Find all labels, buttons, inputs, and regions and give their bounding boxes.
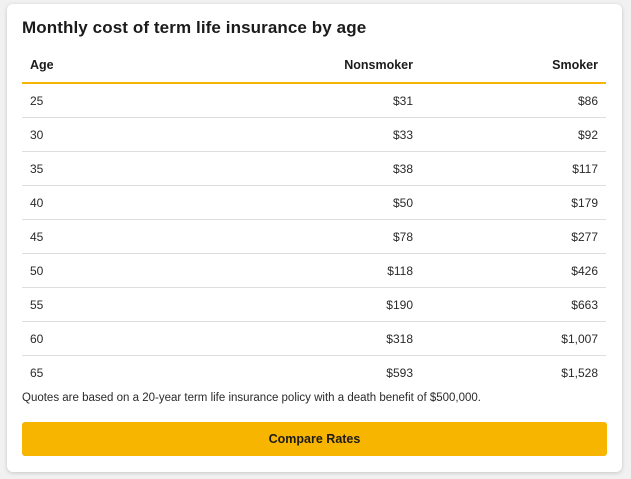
card-title: Monthly cost of term life insurance by a…: [22, 18, 367, 37]
column-header-smoker: Smoker: [413, 49, 606, 84]
rates-table: Age Nonsmoker Smoker 25 $31 $86 30 $33 $…: [22, 49, 606, 389]
smoker-cell: $179: [413, 185, 606, 220]
table-row: 65 $593 $1,528: [22, 356, 606, 390]
nonsmoker-cell: $118: [210, 253, 413, 288]
table-header: Age Nonsmoker Smoker: [22, 49, 606, 84]
column-header-age: Age: [22, 49, 210, 84]
nonsmoker-cell: $318: [210, 321, 413, 356]
nonsmoker-cell: $190: [210, 287, 413, 322]
smoker-cell: $663: [413, 287, 606, 322]
age-cell: 35: [22, 151, 210, 186]
smoker-cell: $1,007: [413, 321, 606, 356]
age-cell: 55: [22, 287, 210, 322]
nonsmoker-cell: $38: [210, 151, 413, 186]
nonsmoker-cell: $593: [386, 365, 413, 380]
nonsmoker-cell: $50: [210, 185, 413, 220]
table-row: 40 $50 $179: [22, 185, 606, 220]
age-cell: 65: [30, 365, 44, 380]
age-cell: 45: [22, 219, 210, 254]
table-row: 60 $318 $1,007: [22, 321, 606, 356]
table-row: 50 $118 $426: [22, 253, 606, 288]
smoker-cell: $277: [413, 219, 606, 254]
table-row: 25 $31 $86: [22, 83, 606, 118]
age-cell: 25: [22, 83, 210, 118]
smoker-cell: $426: [413, 253, 606, 288]
age-cell: 30: [22, 117, 210, 152]
age-cell: 40: [22, 185, 210, 220]
smoker-cell: $86: [413, 83, 606, 118]
table-row: 45 $78 $277: [22, 219, 606, 254]
table-row: 55 $190 $663: [22, 287, 606, 322]
table-body: 25 $31 $86 30 $33 $92 35 $38 $117 40 $50…: [22, 83, 606, 389]
nonsmoker-cell: $33: [210, 117, 413, 152]
age-cell: 50: [22, 253, 210, 288]
quote-disclaimer: Quotes are based on a 20-year term life …: [22, 392, 482, 404]
column-header-nonsmoker: Nonsmoker: [210, 49, 413, 84]
nonsmoker-cell: $78: [210, 219, 413, 254]
table-row: 35 $38 $117: [22, 151, 606, 186]
smoker-cell: $92: [413, 117, 606, 152]
smoker-cell: $117: [413, 151, 606, 186]
rates-card: Monthly cost of term life insurance by a…: [7, 4, 622, 472]
header-row: Age Nonsmoker Smoker: [22, 49, 606, 84]
smoker-cell: $1,528: [561, 365, 598, 380]
compare-rates-button[interactable]: Compare Rates: [22, 422, 607, 456]
age-cell: 60: [22, 321, 210, 356]
table-row: 30 $33 $92: [22, 117, 606, 152]
nonsmoker-cell: $31: [210, 83, 413, 118]
